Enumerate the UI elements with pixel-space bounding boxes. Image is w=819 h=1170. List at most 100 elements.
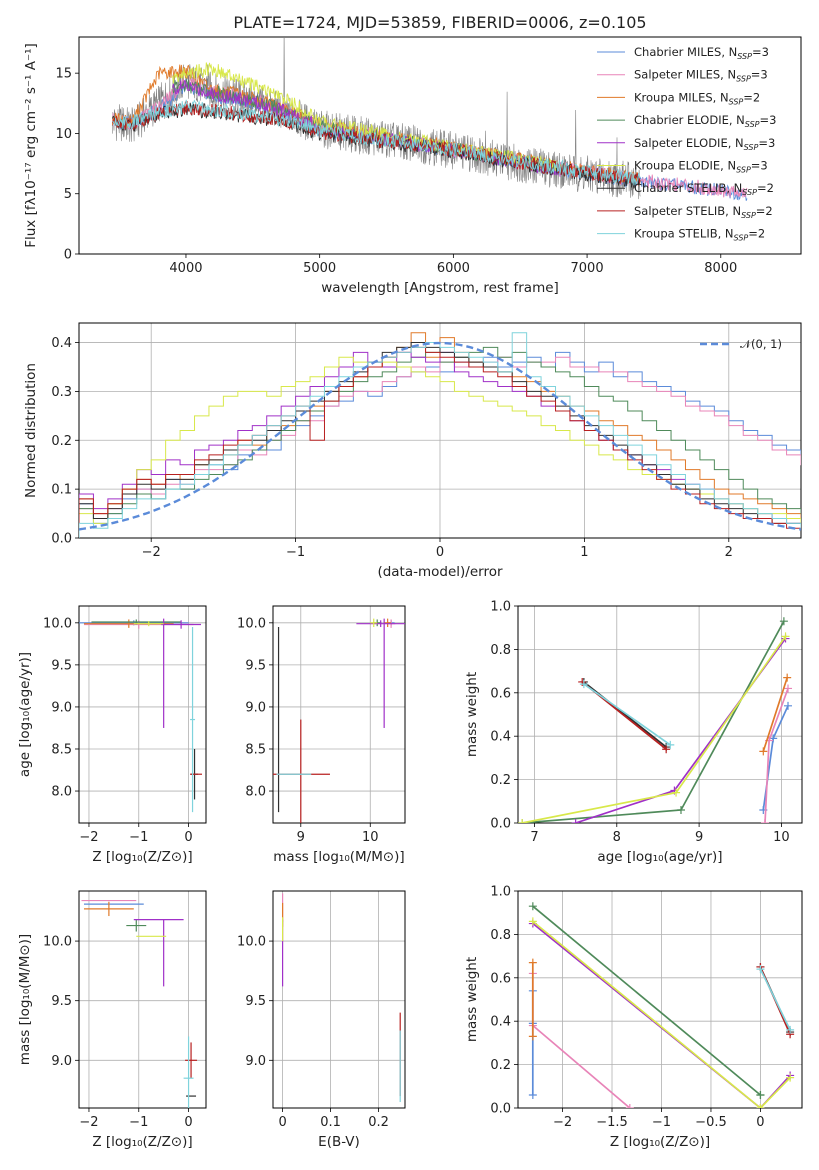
x-axis-label: mass [log₁₀(M/M⊙)] <box>273 849 404 865</box>
weight-vs-age-plot-area <box>518 617 793 823</box>
x-tick-label: −0.5 <box>695 1115 727 1130</box>
histogram-step-line <box>79 346 801 538</box>
legend-entry: Chabrier ELODIE, NSSP=3 <box>634 113 776 129</box>
mass-vs-EBV-frame <box>272 890 406 1109</box>
weight-point-marker <box>786 1025 795 1034</box>
mass-vs-Z-frame <box>78 890 207 1109</box>
weight-point-marker <box>756 1090 765 1099</box>
age-vs-mass-frame <box>272 605 406 824</box>
weight-vs-age-frame <box>517 605 803 824</box>
spectrum-legend: Chabrier MILES, NSSP=3 Salpeter MILES, NS… <box>597 45 776 243</box>
weight-point-marker <box>779 617 788 626</box>
histogram-step-line <box>79 332 801 538</box>
x-tick-label: −2 <box>553 1115 572 1130</box>
error-bar-point <box>133 621 164 627</box>
histogram-step-line <box>79 351 801 538</box>
age-vs-Z-axes: −2 −1 0 8.0 8.5 9.0 9.5 10.0 Z [log₁₀(Z/Z⊙)] age … <box>17 605 207 865</box>
weight-series-line <box>759 968 791 1031</box>
x-tick-label: −2 <box>79 830 98 845</box>
histogram-step-line <box>79 356 801 538</box>
y-tick-label: 0.6 <box>490 686 511 701</box>
legend-entry: 𝒩(0, 1) <box>740 337 782 351</box>
weight-point-marker <box>579 680 588 689</box>
y-tick-label: 9.5 <box>51 994 72 1009</box>
y-tick-label: 0 <box>64 248 72 263</box>
y-tick-label: 0.8 <box>490 928 511 943</box>
mass-vs-Z-plot-area <box>81 899 198 1108</box>
y-tick-label: 0.2 <box>51 434 72 449</box>
weight-point-marker <box>783 673 792 682</box>
x-tick-label: 10 <box>773 830 790 845</box>
weight-series-line <box>521 635 787 823</box>
y-axis-label: mass weight <box>464 672 480 757</box>
y-tick-label: 9.0 <box>245 1054 266 1069</box>
error-bar-point <box>183 1036 194 1108</box>
y-axis-label: Flux [fλ10⁻¹⁷ erg cm⁻² s⁻¹ A⁻¹] <box>23 43 39 248</box>
x-axis-label: (data-model)/error <box>377 564 503 580</box>
legend-entry: Kroupa MILES, NSSP=2 <box>634 90 760 106</box>
x-tick-label: 6000 <box>437 261 470 276</box>
y-tick-label: 0.3 <box>51 385 72 400</box>
x-axis-label: Z [log₁₀(Z/Z⊙)] <box>610 1134 710 1150</box>
weight-point-marker <box>672 788 681 797</box>
y-tick-label: 0.4 <box>51 336 72 351</box>
residuals-plot-area <box>79 332 801 538</box>
x-tick-label: −2 <box>142 545 161 560</box>
weight-point-marker <box>760 819 769 823</box>
weight-point-marker <box>571 819 580 823</box>
error-bar-point <box>161 620 202 629</box>
y-tick-label: 8.5 <box>245 742 266 757</box>
y-tick-label: 0.6 <box>490 971 511 986</box>
x-tick-label: −2 <box>79 1115 98 1130</box>
x-tick-label: −1 <box>129 1115 148 1130</box>
x-tick-label: 0 <box>184 830 192 845</box>
mass-vs-EBV-axes: 0 0.1 0.2 9.0 9.5 10.0 E(B-V) <box>237 890 406 1150</box>
error-bar-point <box>356 620 405 628</box>
model-spectrum-line <box>112 99 641 186</box>
histogram-step-line <box>79 346 801 538</box>
weight-point-marker <box>676 805 685 814</box>
x-tick-label: 0 <box>278 1115 286 1130</box>
y-tick-label: 9.0 <box>51 1054 72 1069</box>
y-tick-label: 0.4 <box>490 730 511 745</box>
mass-vs-Z-axes: −2 −1 0 9.0 9.5 10.0 Z [log₁₀(Z/Z⊙)] mass [log₁… <box>17 890 207 1150</box>
y-tick-label: 0.4 <box>490 1015 511 1030</box>
weight-series-line <box>532 922 791 1108</box>
legend-entry: Salpeter STELIB, NSSP=2 <box>634 204 773 220</box>
histogram-step-line <box>79 332 801 538</box>
x-tick-label: 8000 <box>704 261 737 276</box>
y-tick-label: 0.2 <box>490 1058 511 1073</box>
y-tick-label: 10.0 <box>43 935 72 950</box>
y-tick-label: 0.0 <box>51 532 72 547</box>
x-tick-label: 1 <box>580 545 588 560</box>
x-axis-label: age [log₁₀(age/yr)] <box>597 849 722 865</box>
spectrum-plot-area <box>111 37 748 201</box>
x-tick-label: 4000 <box>169 261 202 276</box>
histogram-step-line <box>79 356 801 538</box>
y-tick-label: 9.5 <box>245 658 266 673</box>
y-tick-label: 5 <box>64 187 72 202</box>
weight-point-marker <box>662 745 671 754</box>
weight-point-marker <box>756 965 765 974</box>
weight-series-line <box>532 920 791 1108</box>
weight-series-line <box>522 620 785 823</box>
y-tick-label: 9.0 <box>245 700 266 715</box>
y-tick-label: 10 <box>55 127 72 142</box>
x-axis-label: Z [log₁₀(Z/Z⊙)] <box>92 1134 192 1150</box>
y-tick-label: 10.0 <box>237 616 266 631</box>
x-tick-label: 9 <box>297 830 305 845</box>
weight-point-marker <box>528 917 537 926</box>
x-tick-label: 0.1 <box>320 1115 341 1130</box>
y-tick-label: 0.2 <box>490 773 511 788</box>
x-axis-label: E(B-V) <box>318 1134 360 1150</box>
y-tick-label: 10.0 <box>43 616 72 631</box>
histogram-step-line <box>79 351 801 538</box>
weight-point-marker <box>528 1032 537 1041</box>
y-tick-label: 9.0 <box>51 700 72 715</box>
y-tick-label: 1.0 <box>490 600 511 615</box>
legend-entry: Kroupa ELODIE, NSSP=3 <box>634 159 768 175</box>
x-tick-label: 5000 <box>303 261 336 276</box>
weight-vs-Z-frame <box>517 890 803 1109</box>
x-tick-label: 9 <box>695 830 703 845</box>
residuals-axes: −2 −1 0 1 2 0.0 0.1 0.2 0.3 0.4 (data-model)/error… <box>23 322 802 580</box>
